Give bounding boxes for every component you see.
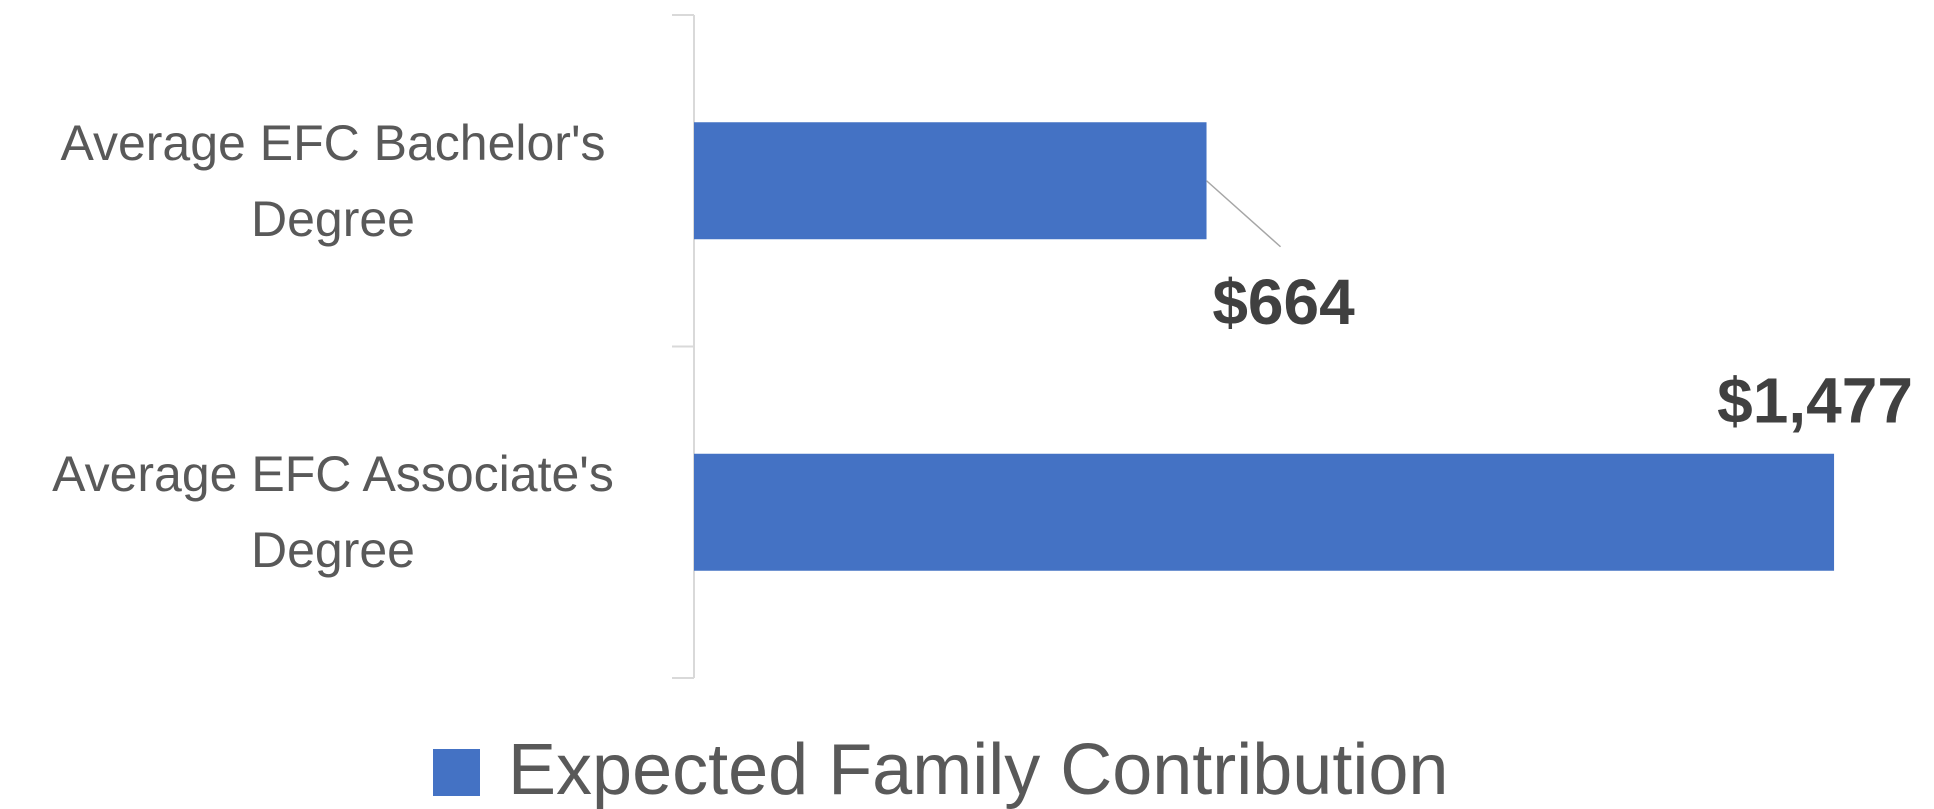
bar [694, 122, 1207, 240]
leader-line [1206, 180, 1282, 248]
legend-swatch [433, 749, 480, 796]
legend-label: Expected Family Contribution [508, 730, 1448, 809]
bar [694, 453, 1835, 571]
y-tick-label: Average EFC Associate's Degree [52, 446, 614, 579]
y-tick-label: Average EFC Bachelor's Degree [60, 114, 606, 247]
data-label: $664 [1212, 266, 1355, 338]
data-label: $1,477 [1717, 365, 1913, 437]
